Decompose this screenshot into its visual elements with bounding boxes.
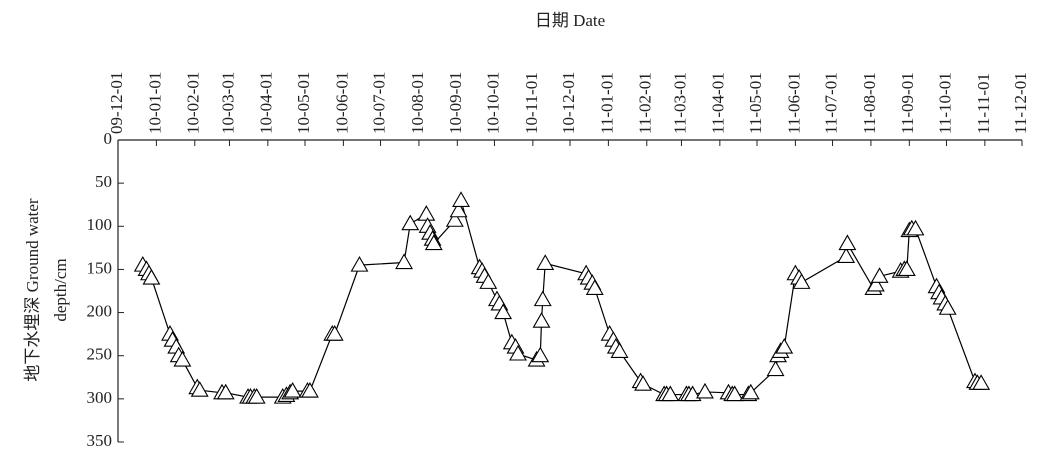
x-tick-label: 10-01-01 [145, 72, 164, 134]
marker [401, 214, 420, 231]
marker [792, 273, 811, 289]
x-tick-label: 10-03-01 [218, 72, 237, 134]
marker [972, 374, 991, 390]
marker [870, 267, 889, 283]
x-tick-label: 11-01-01 [597, 72, 616, 134]
marker [445, 211, 464, 227]
x-tick-label: 09-12-01 [107, 72, 126, 134]
x-tick-label: 11-02-01 [636, 72, 655, 134]
y-tick-label: 50 [95, 172, 112, 191]
x-tick-label: 11-08-01 [860, 72, 879, 134]
x-tick-label: 11-06-01 [784, 72, 803, 134]
y-tick-label: 300 [87, 388, 113, 407]
marker [531, 346, 550, 363]
marker [247, 388, 266, 404]
x-tick-label: 11-05-01 [746, 72, 765, 134]
marker [325, 325, 344, 341]
marker [661, 385, 680, 402]
marker [897, 260, 916, 276]
marker [452, 191, 470, 207]
x-tick-label: 11-09-01 [898, 72, 917, 134]
x-tick-label: 10-11-01 [522, 72, 541, 134]
y-axis-title: depth/cm [51, 258, 70, 321]
marker [424, 234, 443, 251]
marker [494, 303, 513, 320]
data-line [142, 200, 982, 398]
marker [866, 275, 885, 292]
marker [741, 383, 760, 400]
y-axis-title: 地下水埋深 Ground water [23, 198, 42, 382]
x-axis-title: 日期 Date [535, 11, 605, 30]
x-tick-label: 10-08-01 [408, 72, 427, 134]
marker [683, 385, 702, 402]
marker [216, 383, 235, 400]
x-tick-label: 11-10-01 [935, 72, 954, 134]
marker [696, 382, 714, 399]
marker [300, 381, 319, 398]
marker [775, 337, 794, 354]
marker [173, 350, 192, 367]
marker [395, 253, 414, 270]
x-tick-label: 10-04-01 [257, 72, 276, 134]
marker [938, 299, 957, 315]
marker [532, 312, 551, 328]
marker [417, 205, 436, 221]
x-tick-label: 10-09-01 [446, 72, 465, 134]
marker [766, 360, 785, 377]
marker [283, 381, 302, 398]
x-tick-label: 10-06-01 [332, 72, 351, 134]
y-tick-label: 350 [87, 431, 113, 450]
x-tick-label: 11-07-01 [821, 72, 840, 134]
marker [536, 254, 555, 270]
marker [449, 201, 468, 218]
x-tick-label: 11-11-01 [974, 73, 993, 134]
marker [142, 268, 161, 285]
y-tick-label: 150 [87, 258, 113, 277]
y-tick-label: 250 [87, 345, 113, 364]
y-tick-label: 200 [87, 301, 113, 320]
marker [725, 385, 744, 402]
x-tick-label: 11-04-01 [709, 72, 728, 134]
marker [509, 344, 527, 361]
marker [634, 375, 653, 391]
marker [837, 247, 856, 264]
x-tick-label: 10-10-01 [483, 72, 502, 134]
marker [350, 256, 369, 272]
x-tick-label: 10-02-01 [184, 72, 203, 134]
x-tick-label: 10-12-01 [559, 72, 578, 134]
marker [610, 342, 629, 358]
x-tick-label: 11-03-01 [670, 72, 689, 134]
marker [585, 279, 604, 295]
marker [838, 234, 857, 251]
marker [533, 290, 552, 307]
x-tick-label: 10-07-01 [369, 72, 388, 134]
y-tick-label: 100 [87, 215, 113, 234]
x-tick-label: 11-12-01 [1011, 72, 1030, 134]
marker [906, 219, 925, 236]
marker [190, 381, 209, 397]
marker [479, 273, 498, 289]
x-tick-label: 10-05-01 [294, 72, 313, 134]
y-tick-label: 0 [104, 129, 113, 148]
